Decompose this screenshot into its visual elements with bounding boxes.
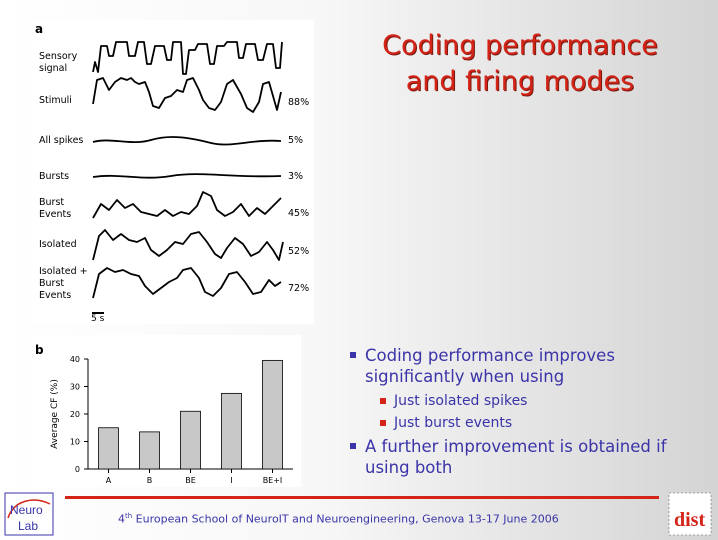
trace-plots (92, 41, 284, 314)
bar-chart: 0 10 20 30 40 A B BE I BE+I Average CF (%) (50, 355, 293, 485)
sub-bullet-isolated: Just isolated spikes (350, 390, 690, 412)
sub-bullet-burst: Just burst events (350, 412, 690, 434)
x-tick-label: BE+I (263, 476, 283, 485)
panel-a-label: a (35, 22, 44, 36)
slide-title: Coding performance and firing modes (340, 28, 700, 100)
x-tick-label: I (230, 476, 232, 485)
trace-label-isolated-burst: Isolated + Burst Events (39, 266, 88, 301)
neurolab-logo: Neuro Lab (4, 492, 54, 536)
trace-pct-isolated-burst: 72% (288, 283, 310, 294)
trace-label-all-spikes: All spikes (39, 135, 84, 146)
trace-label-isolated: Isolated (39, 239, 77, 250)
bar-b (139, 431, 160, 470)
bar-a (98, 427, 119, 470)
footer-body: European School of NeuroIT and Neuroengi… (132, 512, 559, 526)
y-tick-label: 20 (70, 410, 80, 419)
trace-pct-burst-events: 45% (288, 208, 310, 219)
bullet-list: Coding performance improves significantl… (350, 345, 690, 481)
trace-label-burst-events: Burst Events (39, 197, 72, 220)
bullet-item-2: A further improvement is obtained if usi… (350, 436, 690, 478)
footer-rule (65, 496, 659, 499)
neurolab-logo-graphic: Neuro Lab (4, 492, 54, 536)
footer-number: 4 (118, 512, 125, 526)
y-tick-label: 0 (75, 465, 80, 474)
trace-isolated-burst (92, 267, 282, 299)
y-tick-label: 10 (70, 438, 80, 447)
bullet-item-1: Coding performance improves significantl… (350, 345, 690, 387)
title-line-1: Coding performance (382, 30, 658, 61)
trace-bursts (92, 173, 282, 179)
bar-be (180, 410, 201, 470)
dist-logo-text: dist (674, 509, 705, 531)
bar-i (221, 392, 242, 470)
trace-burst-events (92, 191, 282, 219)
trace-all-spikes (92, 136, 282, 146)
trace-stimuli (92, 77, 282, 113)
dist-logo: dist (668, 492, 712, 536)
neurolab-logo-text-1: Neuro (10, 503, 43, 517)
trace-label-stimuli: Stimuli (39, 95, 72, 106)
bar-be-i (262, 359, 283, 470)
trace-label-bursts: Bursts (39, 171, 70, 182)
trace-pct-isolated: 52% (288, 246, 310, 257)
footer-sup: th (125, 512, 133, 520)
title-line-2: and firing modes (405, 66, 635, 97)
trace-sensory-signal (92, 41, 283, 75)
x-tick-label: BE (185, 476, 196, 485)
x-tick-label: A (106, 476, 112, 485)
dist-logo-graphic: dist (668, 492, 712, 536)
trace-pct-stimuli: 88% (288, 97, 310, 108)
trace-label-sensory: Sensory signal (39, 51, 78, 74)
y-tick-label: 30 (70, 383, 80, 392)
y-axis-label: Average CF (%) (50, 379, 60, 449)
traces-panel: a Sensory signal Stimuli All spikes Burs… (31, 20, 314, 324)
neurolab-logo-text-2: Lab (18, 519, 38, 533)
trace-pct-all-spikes: 5% (288, 135, 304, 146)
scale-bar-label: 5 s (91, 314, 105, 324)
footer-text: 4th European School of NeuroIT and Neuro… (118, 512, 559, 526)
trace-isolated (92, 229, 284, 261)
trace-pct-bursts: 3% (288, 171, 304, 182)
panel-b-label: b (35, 343, 44, 357)
y-tick-label: 40 (70, 355, 80, 364)
x-tick-label: B (147, 476, 153, 485)
bar-chart-panel: b 0 10 20 30 40 A B BE I BE+I Average CF (%) (31, 335, 301, 487)
